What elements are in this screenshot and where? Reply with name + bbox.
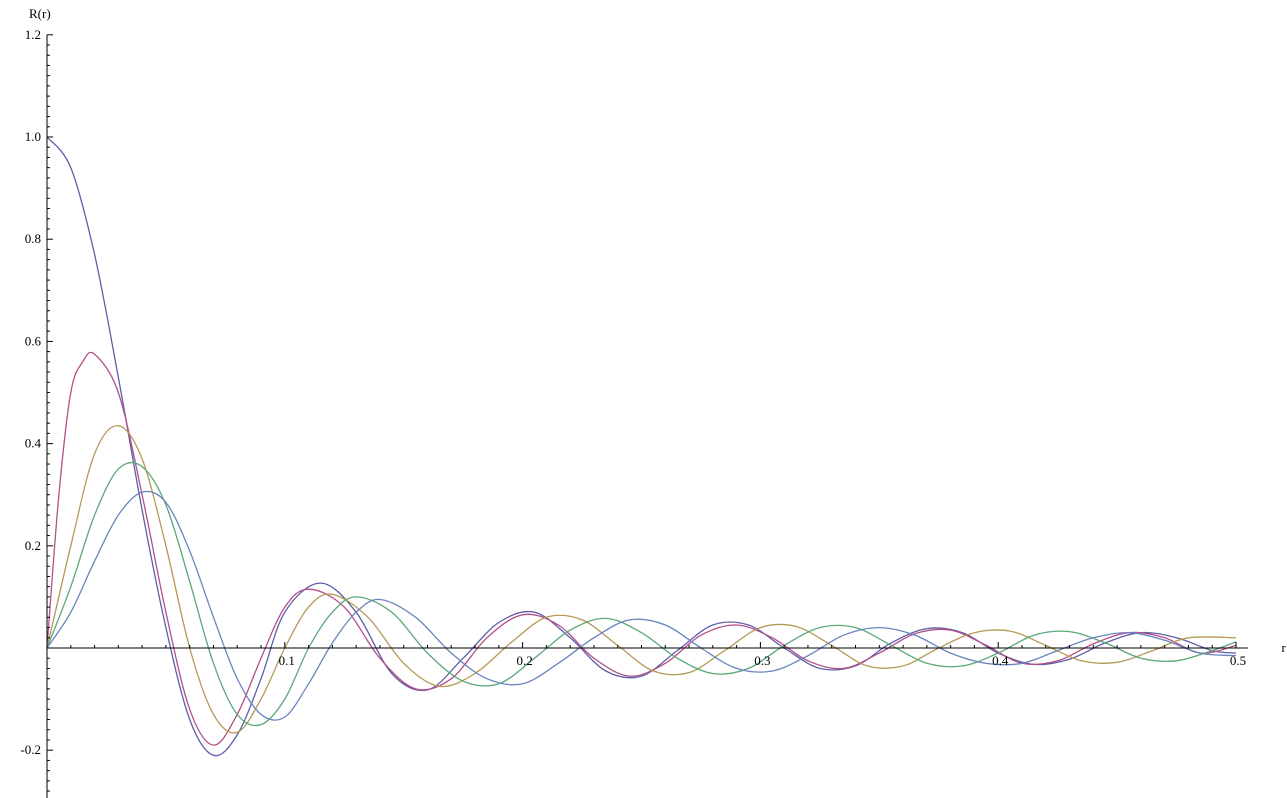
y-tick-label: 0.8 [25,231,41,246]
series-layer [46,136,1237,757]
y-tick-label: -0.2 [20,742,41,757]
x-axis-title: r [1282,640,1287,655]
x-tick-label: 0.3 [754,653,770,668]
series-line-5 [46,490,1237,721]
y-axis-title: R(r) [29,6,51,21]
series-line-3 [46,425,1237,734]
x-tick-label: 0.1 [279,653,295,668]
series-line-1 [46,136,1237,757]
x-tick-label: 0.2 [516,653,532,668]
y-tick-label: 0.2 [25,538,41,553]
y-tick-label: 0.6 [25,333,42,348]
y-tick-label: 1.0 [25,129,41,144]
ticks-layer: 0.1 0.2 0.3 0.4 0.5 -0.2 0.2 0.4 0.6 0.8 1.0 1.2 [20,27,1246,792]
x-tick-label: 0.5 [1230,653,1246,668]
series-line-4 [46,461,1237,727]
series-line-2 [46,351,1237,746]
y-tick-label: 0.4 [25,436,42,451]
axes-layer [46,34,1248,798]
x-tick-label: 0.4 [992,653,1009,668]
y-tick-label: 1.2 [25,27,41,42]
